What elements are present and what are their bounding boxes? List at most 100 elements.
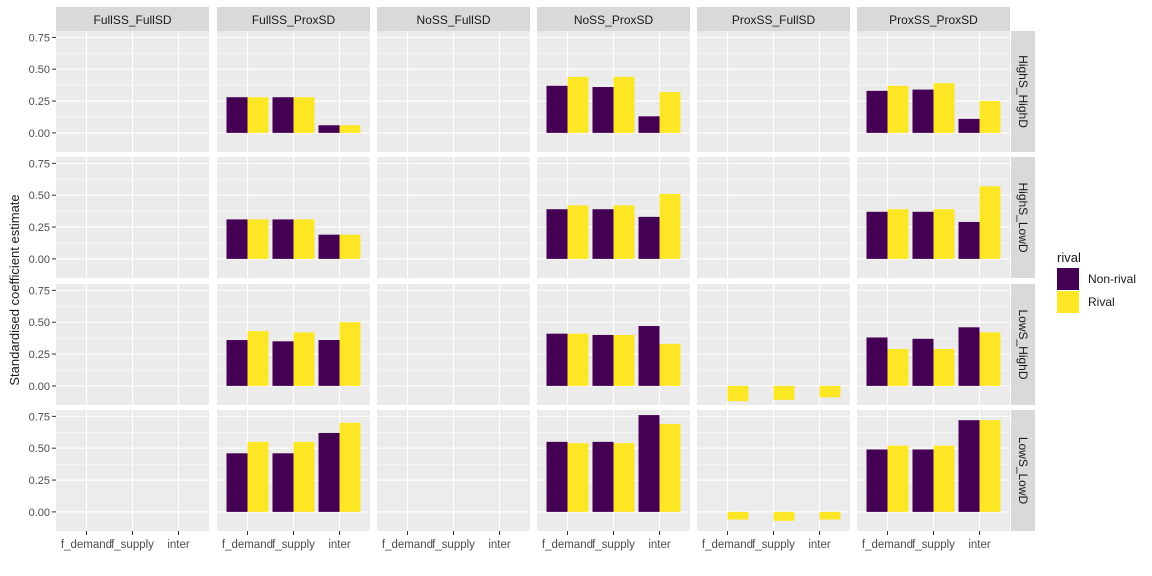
bar-non-rival xyxy=(866,211,888,259)
y-tick-label: 0.50 xyxy=(29,443,50,455)
y-tick-label: 0.75 xyxy=(29,411,50,423)
y-tick-label: 0.00 xyxy=(29,381,50,393)
bar-non-rival xyxy=(318,234,340,259)
facet-panel xyxy=(377,410,530,531)
facet-panel xyxy=(217,284,370,405)
bar-non-rival xyxy=(226,97,248,133)
facet-panel xyxy=(56,410,209,531)
legend: rival Non-rival Rival xyxy=(1057,250,1136,313)
facet-panel xyxy=(56,157,209,278)
y-tick-label: 0.00 xyxy=(29,254,50,266)
bar-non-rival xyxy=(592,87,614,133)
y-tick-label: 0.25 xyxy=(29,349,50,361)
row-strip-label: LowS_LowD xyxy=(1016,437,1030,505)
bar-non-rival xyxy=(912,89,934,133)
bar-rival xyxy=(887,348,909,386)
x-tick-label: f_supply xyxy=(752,539,795,551)
facet-panel xyxy=(697,157,850,278)
bar-rival xyxy=(819,385,841,398)
y-tick-label: 0.00 xyxy=(29,507,50,519)
bar-rival xyxy=(567,443,589,512)
bar-rival xyxy=(247,219,269,259)
x-tick-label: inter xyxy=(968,539,991,551)
bar-rival xyxy=(887,85,909,133)
column-strip xyxy=(217,7,370,31)
legend-label: Rival xyxy=(1088,295,1115,309)
row-strip-label: HighS_HighD xyxy=(1016,55,1030,128)
bar-non-rival xyxy=(958,420,980,512)
column-strip xyxy=(857,7,1010,31)
bar-rival xyxy=(339,322,361,386)
bar-rival xyxy=(293,332,315,386)
column-strip-label: ProxSS_ProxSD xyxy=(889,13,978,27)
facet-panel xyxy=(857,31,1010,152)
facet-panel xyxy=(217,410,370,531)
bar-rival xyxy=(819,511,841,520)
bar-rival xyxy=(339,422,361,512)
bar-rival xyxy=(727,511,749,520)
bar-non-rival xyxy=(272,97,294,133)
bar-rival xyxy=(887,445,909,512)
facet-panel xyxy=(537,410,690,531)
column-strip xyxy=(537,7,690,31)
bar-rival xyxy=(659,193,681,259)
bar-non-rival xyxy=(958,221,980,259)
bar-non-rival xyxy=(638,216,660,259)
facet-panel xyxy=(377,157,530,278)
x-tick-label: inter xyxy=(488,539,511,551)
bar-non-rival xyxy=(638,415,660,512)
x-tick-label: f_supply xyxy=(432,539,475,551)
row-strip xyxy=(1011,284,1035,405)
column-strip xyxy=(56,7,209,31)
bar-rival xyxy=(887,209,909,259)
column-strip-label: NoSS_FullSD xyxy=(416,13,490,27)
x-tick-label: inter xyxy=(808,539,831,551)
bar-rival xyxy=(727,385,749,402)
bar-rival xyxy=(567,205,589,259)
bar-rival xyxy=(567,333,589,386)
facet-panel xyxy=(56,31,209,152)
bar-non-rival xyxy=(866,449,888,512)
facet-panel xyxy=(537,31,690,152)
bar-rival xyxy=(773,511,795,521)
bar-rival xyxy=(613,334,635,386)
x-tick-label: f_demand xyxy=(382,539,433,551)
y-tick-label: 0.75 xyxy=(29,32,50,44)
x-tick-label: inter xyxy=(167,539,190,551)
row-strip xyxy=(1011,157,1035,278)
bar-rival xyxy=(613,205,635,259)
y-tick-label: 0.50 xyxy=(29,64,50,76)
facet-panel xyxy=(377,284,530,405)
y-tick-label: 0.25 xyxy=(29,96,50,108)
x-tick-label: f_supply xyxy=(912,539,955,551)
bar-rival xyxy=(659,343,681,386)
legend-key-rival xyxy=(1057,291,1079,313)
bar-rival xyxy=(979,420,1001,512)
row-strip-label: LowS_HighD xyxy=(1016,309,1030,379)
bar-non-rival xyxy=(546,441,568,512)
y-tick-label: 0.75 xyxy=(29,158,50,170)
bar-non-rival xyxy=(226,453,248,512)
column-strip-label: FullSS_ProxSD xyxy=(252,13,336,27)
bar-rival xyxy=(293,97,315,133)
facet-panel xyxy=(217,157,370,278)
bar-rival xyxy=(979,101,1001,133)
row-strip xyxy=(1011,31,1035,152)
y-tick-label: 0.25 xyxy=(29,222,50,234)
column-strip-label: ProxSS_FullSD xyxy=(732,13,816,27)
bar-rival xyxy=(659,92,681,133)
bar-non-rival xyxy=(912,338,934,386)
bar-rival xyxy=(613,76,635,133)
bar-non-rival xyxy=(912,211,934,259)
bar-non-rival xyxy=(546,209,568,259)
bar-non-rival xyxy=(958,118,980,133)
bar-non-rival xyxy=(546,85,568,133)
facet-panel xyxy=(697,284,850,405)
bar-non-rival xyxy=(318,432,340,512)
x-tick-label: inter xyxy=(648,539,671,551)
facet-panel xyxy=(857,284,1010,405)
y-axis-title: Standardised coefficient estimate xyxy=(7,194,22,385)
facet-panel xyxy=(857,410,1010,531)
bar-non-rival xyxy=(272,341,294,386)
